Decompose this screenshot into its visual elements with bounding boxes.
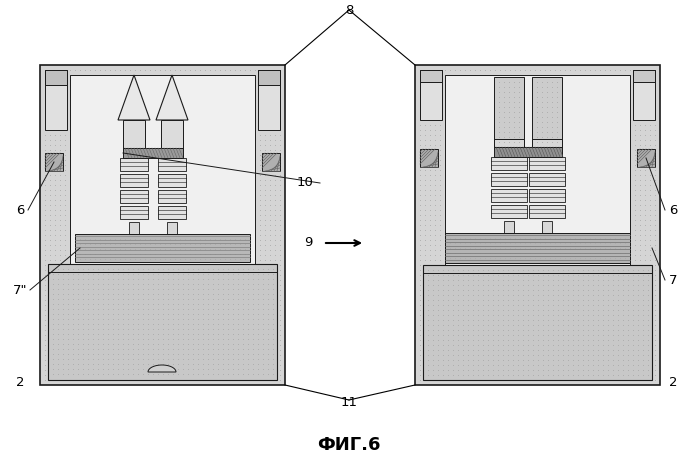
- Bar: [40, 65, 285, 385]
- Bar: [542, 221, 552, 233]
- Bar: [445, 233, 630, 263]
- Text: 11: 11: [340, 396, 357, 409]
- Bar: [45, 70, 67, 130]
- Bar: [420, 70, 442, 82]
- Bar: [123, 148, 183, 158]
- Bar: [120, 158, 148, 171]
- Bar: [445, 75, 630, 375]
- Bar: [120, 174, 148, 187]
- Bar: [423, 265, 652, 380]
- Bar: [491, 205, 527, 218]
- Bar: [529, 157, 565, 170]
- Text: ФИГ.6: ФИГ.6: [317, 436, 381, 454]
- Bar: [494, 77, 524, 147]
- Text: 7": 7": [13, 284, 27, 296]
- Bar: [633, 70, 655, 120]
- Bar: [158, 174, 186, 187]
- Bar: [633, 70, 655, 82]
- Bar: [158, 158, 186, 171]
- Bar: [532, 139, 562, 147]
- Bar: [532, 77, 562, 147]
- Bar: [637, 149, 655, 167]
- Bar: [491, 189, 527, 202]
- Bar: [123, 120, 145, 150]
- Bar: [420, 70, 442, 120]
- Text: 6: 6: [16, 203, 24, 217]
- Bar: [161, 120, 183, 150]
- Text: 2: 2: [16, 376, 24, 389]
- Bar: [167, 222, 177, 234]
- Bar: [529, 189, 565, 202]
- Bar: [491, 157, 527, 170]
- Polygon shape: [148, 365, 176, 372]
- Bar: [504, 221, 514, 233]
- Bar: [258, 70, 280, 85]
- Bar: [129, 222, 139, 234]
- Bar: [491, 173, 527, 186]
- Text: 9: 9: [304, 236, 312, 250]
- Bar: [75, 234, 250, 262]
- Bar: [415, 65, 660, 385]
- Bar: [158, 206, 186, 219]
- Text: 2: 2: [669, 376, 677, 389]
- Bar: [48, 264, 277, 380]
- Bar: [258, 70, 280, 130]
- Text: 7: 7: [669, 273, 677, 287]
- Polygon shape: [156, 75, 188, 120]
- Bar: [494, 139, 524, 147]
- Bar: [120, 206, 148, 219]
- Bar: [420, 149, 438, 167]
- Bar: [529, 173, 565, 186]
- Bar: [45, 153, 63, 171]
- Text: 10: 10: [296, 176, 313, 190]
- Bar: [120, 190, 148, 203]
- Text: 6: 6: [669, 203, 677, 217]
- Bar: [70, 75, 255, 375]
- Bar: [262, 153, 280, 171]
- Polygon shape: [118, 75, 150, 120]
- Text: 8: 8: [345, 4, 353, 16]
- Bar: [494, 147, 562, 157]
- Bar: [45, 70, 67, 85]
- Bar: [529, 205, 565, 218]
- Bar: [158, 190, 186, 203]
